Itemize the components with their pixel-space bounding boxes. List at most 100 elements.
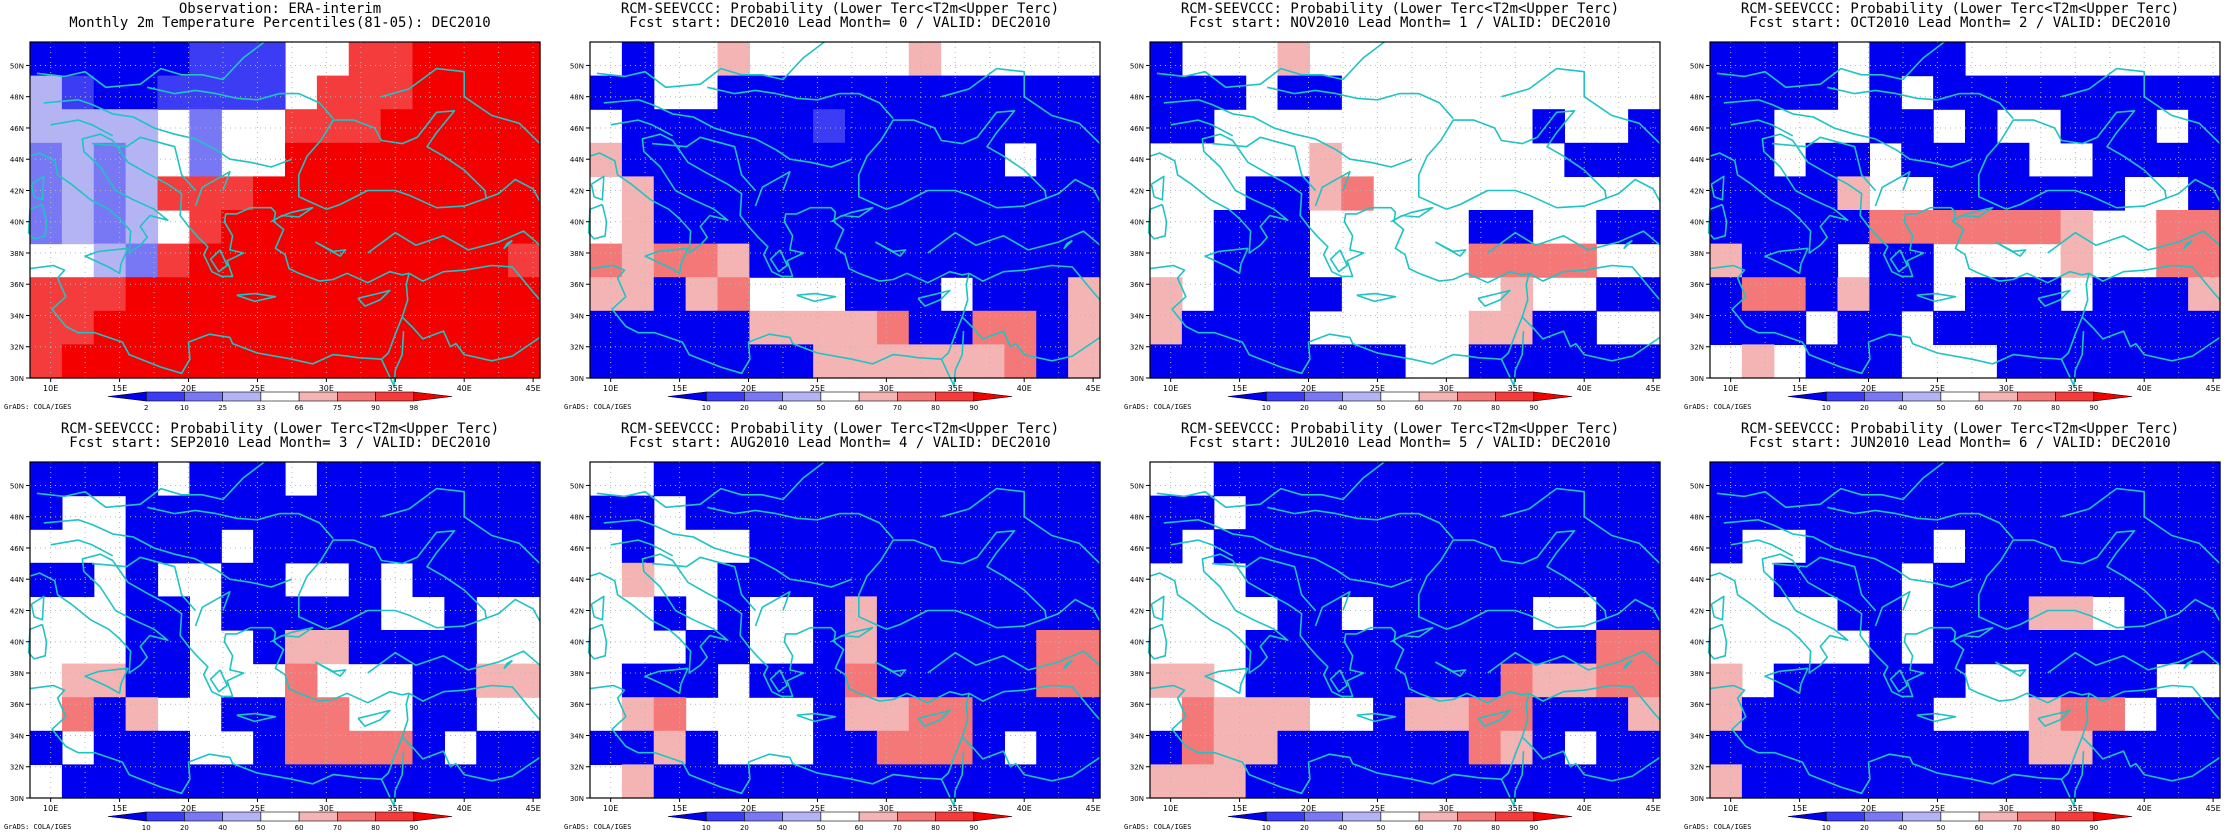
grid-cell — [508, 310, 541, 345]
grid-cell — [2092, 764, 2125, 799]
grid-cell — [348, 310, 382, 345]
grid-cell — [2060, 630, 2094, 665]
grid-cell — [2156, 243, 2189, 278]
grid-cell — [1628, 495, 1661, 530]
lat-tick-label: 34N — [1690, 312, 1704, 320]
colorbar-swatch — [222, 391, 262, 402]
lat-tick-label: 50N — [1690, 62, 1704, 70]
grid-cell — [908, 109, 942, 144]
grid-cell — [1996, 75, 2030, 110]
grid-cell — [749, 109, 782, 144]
map-svg: 10E 15E 20E 25E 30E 35E 40E 45E 30N 32N 34N 36N 38N 4… — [1130, 461, 1661, 832]
grid-cell — [93, 277, 127, 312]
grid-cell — [2156, 75, 2189, 110]
lon-tick-label: 40E — [457, 804, 472, 813]
grid-cell — [189, 277, 222, 312]
grid-cell — [2188, 142, 2221, 177]
colorbar: 10 20 40 50 60 70 80 90 — [107, 811, 453, 832]
grid-cell — [2092, 462, 2125, 497]
grid-cell — [125, 75, 159, 110]
grid-cell — [1245, 462, 1279, 497]
grid-cell — [380, 210, 414, 245]
grid-cell — [749, 243, 782, 278]
lon-tick-label: 15E — [1792, 804, 1807, 813]
lat-tick-label: 34N — [1130, 732, 1144, 740]
panel-title: RCM-SEEVCCC: Probability (Lower Terc<T2m… — [1180, 1, 1620, 17]
grid-cell — [1710, 529, 1743, 564]
lat-tick-label: 42N — [10, 187, 24, 195]
grid-cell — [316, 764, 350, 799]
grid-cell — [813, 663, 846, 698]
grid-cell — [2156, 344, 2189, 379]
lon-tick-label: 40E — [1577, 804, 1592, 813]
grid-cell — [908, 663, 942, 698]
grid-cell — [93, 210, 127, 245]
grid-cell — [908, 75, 942, 110]
grid-cell — [1068, 630, 1101, 665]
lon-tick-label: 35E — [1508, 804, 1523, 813]
grid-cell — [125, 562, 159, 597]
grid-cell — [157, 663, 190, 698]
grid-cell — [348, 344, 382, 379]
grid-cell — [1532, 630, 1565, 665]
lon-tick-label: 15E — [1232, 384, 1247, 393]
grid-cell — [1741, 462, 1775, 497]
grid-cell — [1532, 310, 1565, 345]
lon-tick-label: 15E — [112, 804, 127, 813]
lon-tick-label: 25E — [250, 804, 265, 813]
graticule — [590, 462, 1100, 799]
grid-cell — [1741, 730, 1775, 765]
colorbar-swatch — [375, 391, 415, 402]
grid-cell — [1965, 462, 1998, 497]
grid-cell — [2156, 764, 2189, 799]
grid-cell — [1500, 764, 1534, 799]
grid-cell — [476, 210, 509, 245]
map-svg: 10E 15E 20E 25E 30E 35E 40E 45E 30N 32N 34N 36N 38N 4… — [10, 41, 541, 412]
grads-credit: GrADS: COLA/IGES — [1124, 403, 1192, 411]
grid-cell — [1245, 277, 1279, 312]
grid-cell — [2156, 562, 2189, 597]
grid-cell — [1341, 730, 1374, 765]
colorbar-label: 20 — [1860, 404, 1869, 412]
colorbar-label: 70 — [2013, 404, 2022, 412]
grid-cell — [1436, 562, 1470, 597]
grid-cell — [508, 42, 541, 77]
grid-cell — [1181, 730, 1215, 765]
colorbar-label: 90 — [2089, 404, 2098, 412]
colorbar-label: 80 — [1491, 824, 1500, 832]
lat-tick-label: 44N — [570, 156, 584, 164]
lon-tick-label: 10E — [43, 384, 58, 393]
colorbar-label: 80 — [1491, 404, 1500, 412]
grid-cell — [2028, 462, 2062, 497]
colorbar-swatch — [1940, 391, 1980, 402]
grid-cell — [1596, 210, 1629, 245]
grid-cell — [781, 75, 814, 110]
lat-tick-label: 30N — [1690, 375, 1704, 383]
colorbar-swatch — [744, 811, 783, 822]
grid-cell — [1436, 630, 1470, 665]
grid-cell — [1773, 697, 1807, 732]
grid-cell — [717, 42, 750, 77]
grid-cell — [476, 75, 509, 110]
grid-cell — [61, 697, 95, 732]
lon-tick-label: 15E — [1232, 804, 1247, 813]
grid-cell — [1741, 142, 1775, 177]
grid-cell — [621, 697, 655, 732]
grid-cell — [621, 663, 655, 698]
grid-cell — [1309, 596, 1342, 631]
grid-cell — [348, 142, 382, 177]
grid-cell — [813, 730, 846, 765]
graticule — [30, 462, 540, 799]
grid-cell — [1405, 462, 1438, 497]
lon-tick-label: 30E — [1439, 384, 1454, 393]
lat-tick-label: 38N — [10, 250, 24, 258]
grid-cell — [444, 109, 477, 144]
lat-tick-label: 32N — [570, 764, 584, 772]
grid-cell — [813, 562, 846, 597]
grid-cell — [1773, 210, 1807, 245]
grid-cell — [1596, 764, 1629, 799]
grid-cell — [1710, 42, 1743, 77]
grid-cell — [285, 596, 318, 631]
lon-tick-label: 15E — [1792, 384, 1807, 393]
grid-cell — [348, 75, 382, 110]
